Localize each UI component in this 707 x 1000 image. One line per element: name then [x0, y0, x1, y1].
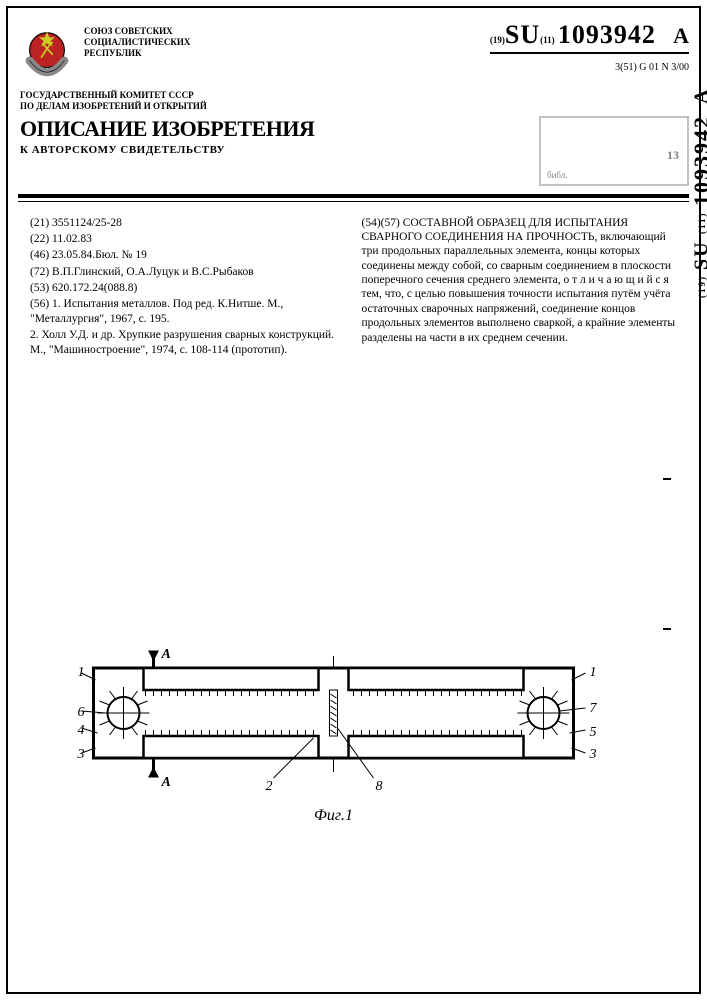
figure-svg: 1 6 4 3 1 7 5 3 2 8 A A [38, 638, 629, 798]
label-3b: 3 [589, 747, 597, 762]
side-sub: (11) [697, 212, 707, 235]
union-line: СОЮЗ СОВЕТСКИХ [84, 26, 190, 37]
label-7: 7 [590, 701, 598, 716]
label-1b: 1 [590, 665, 597, 680]
stamp-number: 13 [667, 148, 679, 163]
committee-line: ГОСУДАРСТВЕННЫЙ КОМИТЕТ СССР [20, 90, 699, 101]
body-columns: (21) 3551124/25-28 (22) 11.02.83 (46) 23… [8, 202, 699, 359]
weld-right [518, 687, 570, 739]
field-21: (21) 3551124/25-28 [30, 216, 346, 230]
figure-1: 1 6 4 3 1 7 5 3 2 8 A A Фиг.1 [38, 638, 629, 838]
ussr-emblem-icon [18, 20, 76, 78]
pub-su: SU [505, 20, 540, 49]
edge-tick [663, 628, 671, 630]
label-3a: 3 [77, 747, 85, 762]
figure-caption: Фиг.1 [38, 807, 629, 825]
label-A-top: A [161, 647, 171, 662]
label-A-bottom: A [161, 775, 171, 790]
field-56a: (56) 1. Испытания металлов. Под ред. К.Н… [30, 297, 346, 326]
label-1a: 1 [78, 665, 85, 680]
title-row: ОПИСАНИЕ ИЗОБРЕТЕНИЯ К АВТОРСКОМУ СВИДЕТ… [20, 116, 689, 186]
field-22: (22) 11.02.83 [30, 232, 346, 246]
abstract: (54)(57) СОСТАВНОЙ ОБРАЗЕЦ ДЛЯ ИСПЫТАНИЯ… [362, 216, 678, 345]
union-text: СОЮЗ СОВЕТСКИХ СОЦИАЛИСТИЧЕСКИХ РЕСПУБЛИ… [84, 20, 190, 78]
pub-prefix: (19) [490, 35, 505, 45]
left-column: (21) 3551124/25-28 (22) 11.02.83 (46) 23… [30, 216, 346, 359]
side-number: 1093942 [689, 115, 707, 206]
divider-thick [18, 194, 689, 198]
pub-num: 1093942 [558, 20, 656, 49]
union-line: СОЦИАЛИСТИЧЕСКИХ [84, 37, 190, 48]
main-title: ОПИСАНИЕ ИЗОБРЕТЕНИЯ [20, 116, 314, 142]
library-stamp: 13 библ. [539, 116, 689, 186]
ipc-code: 3(51) G 01 N 3/00 [360, 62, 690, 73]
pub-line1: (19)SU(11) 1093942 A [490, 20, 689, 54]
abstract-title: (54)(57) СОСТАВНОЙ ОБРАЗЕЦ ДЛЯ ИСПЫТАНИЯ… [362, 217, 629, 243]
side-prefix: (19) [697, 275, 707, 298]
title-block: ОПИСАНИЕ ИЗОБРЕТЕНИЯ К АВТОРСКОМУ СВИДЕТ… [20, 116, 314, 156]
union-line: РЕСПУБЛИК [84, 48, 190, 59]
sub-title: К АВТОРСКОМУ СВИДЕТЕЛЬСТВУ [20, 144, 314, 156]
edge-tick [663, 478, 671, 480]
side-publication-number: (19) SU (11) 1093942 A [689, 88, 707, 508]
field-53: (53) 620.172.24(088.8) [30, 281, 346, 295]
field-46: (46) 23.05.84.Бюл. № 19 [30, 248, 346, 262]
field-56b: 2. Холл У.Д. и др. Хрупкие разрушения св… [30, 328, 346, 357]
pub-suffix: A [673, 23, 689, 48]
page-frame: СОЮЗ СОВЕТСКИХ СОЦИАЛИСТИЧЕСКИХ РЕСПУБЛИ… [6, 6, 701, 994]
stamp-label: библ. [547, 170, 568, 180]
label-8: 8 [376, 779, 383, 794]
committee-line: ПО ДЕЛАМ ИЗОБРЕТЕНИЙ И ОТКРЫТИЙ [20, 101, 699, 112]
field-72: (72) В.П.Глинский, О.А.Луцук и В.С.Рыбак… [30, 265, 346, 279]
label-4: 4 [78, 723, 85, 738]
abstract-body: включающий три продольных параллельных э… [362, 231, 676, 344]
emblem-block: СОЮЗ СОВЕТСКИХ СОЦИАЛИСТИЧЕСКИХ РЕСПУБЛИ… [18, 20, 348, 78]
label-6: 6 [78, 705, 85, 720]
committee: ГОСУДАРСТВЕННЫЙ КОМИТЕТ СССР ПО ДЕЛАМ ИЗ… [20, 90, 699, 112]
pub-sub: (11) [540, 35, 555, 45]
side-suffix: A [691, 88, 707, 104]
label-5: 5 [590, 725, 597, 740]
header: СОЮЗ СОВЕТСКИХ СОЦИАЛИСТИЧЕСКИХ РЕСПУБЛИ… [8, 8, 699, 84]
publication-number: (19)SU(11) 1093942 A 3(51) G 01 N 3/00 [360, 20, 690, 78]
label-2: 2 [266, 779, 273, 794]
right-column: (54)(57) СОСТАВНОЙ ОБРАЗЕЦ ДЛЯ ИСПЫТАНИЯ… [362, 216, 678, 359]
side-su: SU [691, 240, 707, 270]
